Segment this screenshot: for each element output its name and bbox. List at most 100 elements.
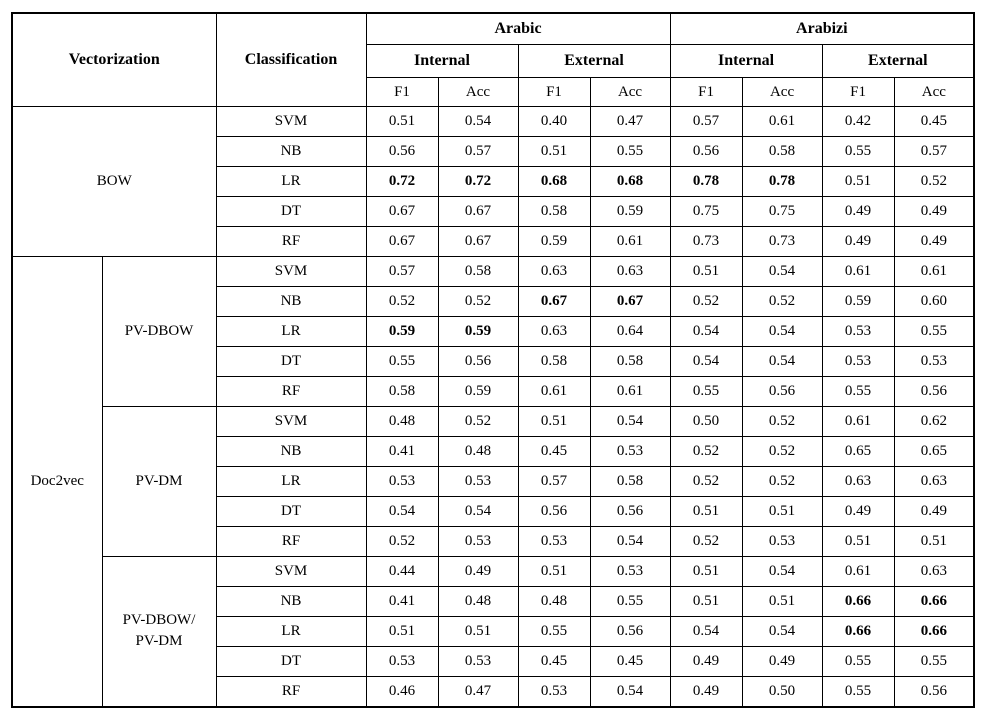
f1-header: F1 <box>365 77 439 107</box>
arabizi-group-header: Arabizi <box>669 12 975 45</box>
f1-header: F1 <box>517 77 591 107</box>
metric-value-cell: 0.57 <box>893 136 975 167</box>
metric-value-cell: 0.73 <box>741 226 823 257</box>
classifier-cell: RF <box>215 676 367 707</box>
metric-value-cell: 0.75 <box>741 196 823 227</box>
metric-value-cell: 0.49 <box>893 226 975 257</box>
metric-value-cell: 0.56 <box>517 496 591 527</box>
metric-value-cell: 0.56 <box>589 616 671 647</box>
metric-value-cell: 0.51 <box>437 616 519 647</box>
acc-header: Acc <box>437 77 519 107</box>
metric-value-cell: 0.57 <box>517 466 591 497</box>
metric-value-cell: 0.67 <box>437 226 519 257</box>
metric-value-cell: 0.52 <box>365 526 439 557</box>
metric-value-cell: 0.53 <box>821 346 895 377</box>
metric-value-cell: 0.51 <box>365 106 439 137</box>
metric-value-cell: 0.48 <box>517 586 591 617</box>
metric-value-cell: 0.78 <box>669 166 743 197</box>
metric-value-cell: 0.45 <box>517 436 591 467</box>
metric-value-cell: 0.59 <box>437 376 519 407</box>
metric-value-cell: 0.52 <box>741 286 823 317</box>
metric-value-cell: 0.53 <box>517 676 591 707</box>
metric-value-cell: 0.62 <box>893 406 975 437</box>
metric-value-cell: 0.52 <box>365 286 439 317</box>
metric-value-cell: 0.51 <box>365 616 439 647</box>
metric-value-cell: 0.45 <box>893 106 975 137</box>
metric-value-cell: 0.46 <box>365 676 439 707</box>
classifier-cell: DT <box>215 346 367 377</box>
metric-value-cell: 0.52 <box>669 286 743 317</box>
metric-value-cell: 0.55 <box>669 376 743 407</box>
metric-value-cell: 0.52 <box>669 436 743 467</box>
metric-value-cell: 0.68 <box>517 166 591 197</box>
metric-value-cell: 0.59 <box>437 316 519 347</box>
metric-value-cell: 0.66 <box>893 616 975 647</box>
metric-value-cell: 0.57 <box>437 136 519 167</box>
metric-value-cell: 0.55 <box>517 616 591 647</box>
metric-value-cell: 0.55 <box>821 136 895 167</box>
metric-value-cell: 0.68 <box>589 166 671 197</box>
metric-value-cell: 0.54 <box>741 346 823 377</box>
metric-value-cell: 0.55 <box>893 646 975 677</box>
table-row: RF 0.52 0.53 0.53 0.54 0.52 0.53 0.51 0.51 <box>12 526 975 557</box>
table-row: PV-DM SVM 0.48 0.52 0.51 0.54 0.50 0.52 0.61 0.62 <box>12 406 975 557</box>
classifier-cell: DT <box>215 646 367 677</box>
acc-header: Acc <box>893 77 975 107</box>
metric-value-cell: 0.53 <box>741 526 823 557</box>
metric-value-cell: 0.56 <box>365 136 439 167</box>
metric-value-cell: 0.54 <box>741 256 823 287</box>
table-row: DT 0.67 0.67 0.58 0.59 0.75 0.75 0.49 0.49 <box>12 196 975 227</box>
table-row: NB 0.52 0.52 0.67 0.67 0.52 0.52 0.59 0.60 <box>12 286 975 317</box>
metric-value-cell: 0.54 <box>365 496 439 527</box>
table-row: NB 0.41 0.48 0.45 0.53 0.52 0.52 0.65 0.65 <box>12 436 975 467</box>
classifier-cell: NB <box>215 586 367 617</box>
metric-value-cell: 0.51 <box>741 586 823 617</box>
metric-value-cell: 0.53 <box>821 316 895 347</box>
metric-value-cell: 0.56 <box>437 346 519 377</box>
metric-value-cell: 0.49 <box>741 646 823 677</box>
metric-value-cell: 0.63 <box>517 316 591 347</box>
classifier-cell: RF <box>215 376 367 407</box>
metric-value-cell: 0.41 <box>365 586 439 617</box>
classifier-cell: LR <box>215 616 367 647</box>
metric-value-cell: 0.63 <box>893 556 975 587</box>
metric-value-cell: 0.67 <box>437 196 519 227</box>
metric-value-cell: 0.58 <box>517 346 591 377</box>
metric-value-cell: 0.49 <box>437 556 519 587</box>
metric-value-cell: 0.60 <box>893 286 975 317</box>
classifier-cell: RF <box>215 526 367 557</box>
metric-value-cell: 0.53 <box>365 466 439 497</box>
metric-value-cell: 0.51 <box>517 406 591 437</box>
metric-value-cell: 0.55 <box>365 346 439 377</box>
arabic-external-header: External <box>517 44 671 78</box>
vectorization-group-cell: BOW <box>11 106 217 257</box>
metric-value-cell: 0.67 <box>517 286 591 317</box>
table-row: LR 0.51 0.51 0.55 0.56 0.54 0.54 0.66 0.66 <box>12 616 975 647</box>
header-row-subgroups: Internal External Internal External <box>12 44 975 78</box>
metric-value-cell: 0.49 <box>893 196 975 227</box>
metric-value-cell: 0.51 <box>821 166 895 197</box>
metric-value-cell: 0.61 <box>589 226 671 257</box>
metric-value-cell: 0.59 <box>821 286 895 317</box>
metric-value-cell: 0.48 <box>437 586 519 617</box>
metric-value-cell: 0.51 <box>669 256 743 287</box>
metric-value-cell: 0.52 <box>741 466 823 497</box>
metric-value-cell: 0.58 <box>437 256 519 287</box>
metric-value-cell: 0.48 <box>365 406 439 437</box>
table-row: RF 0.58 0.59 0.61 0.61 0.55 0.56 0.55 0.56 <box>12 376 975 407</box>
classifier-cell: SVM <box>215 106 367 137</box>
metric-value-cell: 0.41 <box>365 436 439 467</box>
classifier-cell: NB <box>215 136 367 167</box>
metric-value-cell: 0.54 <box>741 556 823 587</box>
metric-value-cell: 0.51 <box>517 556 591 587</box>
metric-value-cell: 0.51 <box>669 556 743 587</box>
metric-value-cell: 0.54 <box>741 316 823 347</box>
metric-value-cell: 0.73 <box>669 226 743 257</box>
metric-value-cell: 0.52 <box>437 406 519 437</box>
metric-value-cell: 0.54 <box>741 616 823 647</box>
metric-value-cell: 0.51 <box>669 496 743 527</box>
vectorization-sub-cell: PV-DM <box>101 406 217 557</box>
classifier-cell: NB <box>215 286 367 317</box>
metric-value-cell: 0.49 <box>893 496 975 527</box>
metric-value-cell: 0.52 <box>893 166 975 197</box>
